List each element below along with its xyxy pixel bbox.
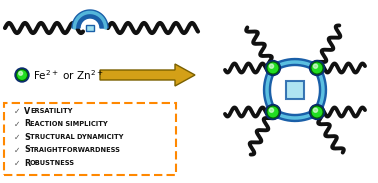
Circle shape bbox=[267, 106, 279, 118]
Circle shape bbox=[267, 62, 279, 74]
Text: ERSATILITY: ERSATILITY bbox=[30, 108, 73, 114]
Text: OBUSTNESS: OBUSTNESS bbox=[30, 160, 75, 166]
Text: ✓: ✓ bbox=[14, 158, 20, 167]
Circle shape bbox=[19, 71, 23, 75]
Bar bbox=[4, 103, 176, 175]
Circle shape bbox=[265, 61, 280, 76]
Circle shape bbox=[313, 64, 318, 68]
Text: TRUCTURAL DYNAMICITY: TRUCTURAL DYNAMICITY bbox=[30, 134, 124, 140]
Text: R: R bbox=[24, 119, 30, 128]
Text: ✓: ✓ bbox=[14, 132, 20, 141]
Text: ✓: ✓ bbox=[14, 107, 20, 115]
Text: Fe$^{2+}$ or Zn$^{2+}$: Fe$^{2+}$ or Zn$^{2+}$ bbox=[33, 68, 104, 82]
Text: EACTION SIMPLICITY: EACTION SIMPLICITY bbox=[30, 121, 108, 127]
Text: ✓: ✓ bbox=[14, 145, 20, 154]
Text: ✓: ✓ bbox=[14, 119, 20, 128]
Circle shape bbox=[265, 104, 280, 119]
FancyArrow shape bbox=[100, 64, 195, 86]
Circle shape bbox=[310, 61, 324, 76]
Text: S: S bbox=[24, 132, 30, 141]
Text: R: R bbox=[24, 158, 30, 167]
Text: TRAIGHTFORWARDNESS: TRAIGHTFORWARDNESS bbox=[30, 147, 121, 153]
Bar bbox=[286, 81, 304, 99]
Bar bbox=[4, 103, 176, 175]
Circle shape bbox=[15, 68, 29, 82]
Circle shape bbox=[311, 106, 323, 118]
Text: S: S bbox=[24, 145, 30, 154]
Circle shape bbox=[17, 70, 28, 81]
Polygon shape bbox=[72, 10, 108, 28]
Text: V: V bbox=[24, 107, 30, 115]
Circle shape bbox=[313, 108, 318, 112]
Bar bbox=[86, 25, 94, 31]
Circle shape bbox=[270, 108, 274, 112]
Circle shape bbox=[311, 62, 323, 74]
Circle shape bbox=[310, 104, 324, 119]
Circle shape bbox=[270, 64, 274, 68]
